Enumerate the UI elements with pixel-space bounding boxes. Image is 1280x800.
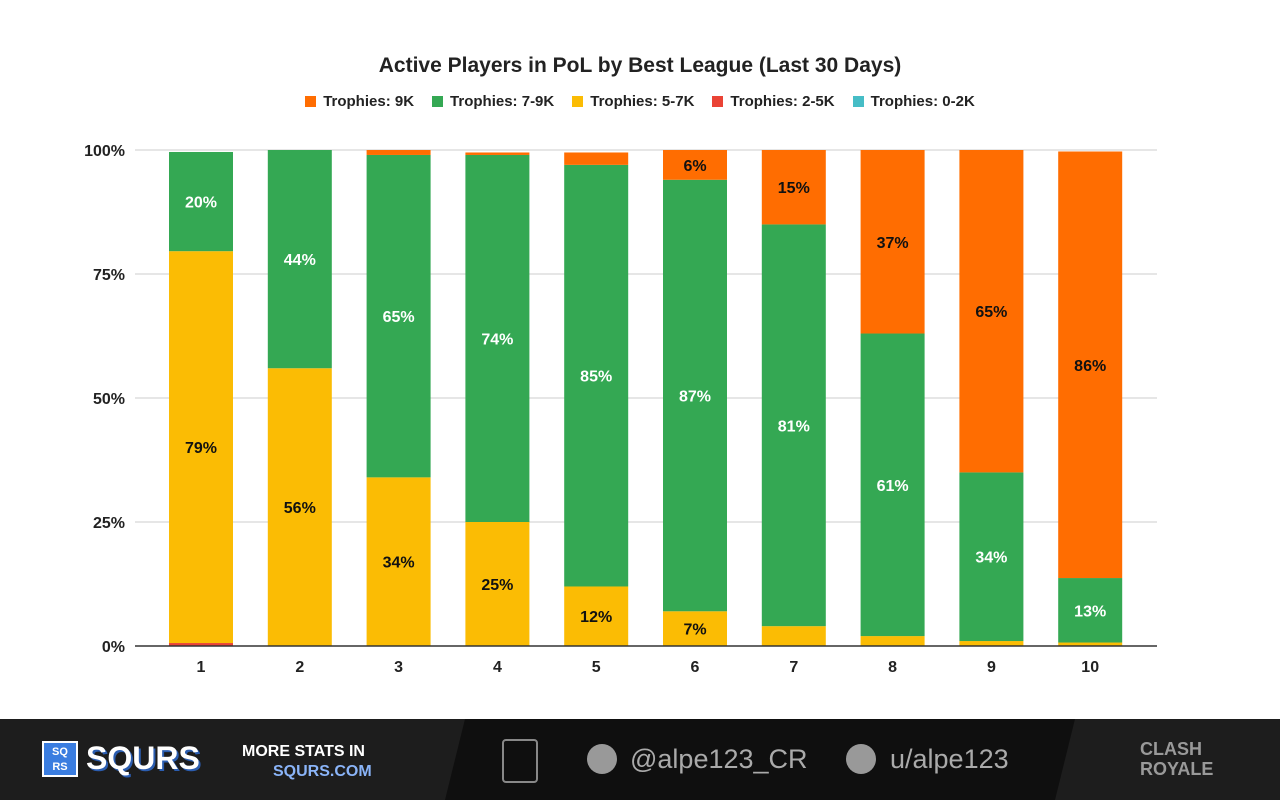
x-tick-label: 7 — [789, 659, 798, 676]
bar-segment — [465, 522, 530, 646]
legend-swatch — [852, 96, 864, 107]
y-tick-label: 50% — [93, 391, 125, 408]
data-label: 34% — [975, 550, 1007, 567]
data-label: 13% — [1074, 603, 1106, 620]
data-label: 86% — [1074, 358, 1106, 375]
chart-title: Active Players in PoL by Best League (La… — [378, 54, 902, 77]
legend-label: Trophies: 7-9K — [450, 93, 555, 110]
bar-segment — [169, 251, 233, 644]
bar-segment — [860, 150, 925, 334]
legend-swatch — [305, 96, 317, 107]
reddit-handle[interactable]: u/alpe123 — [890, 744, 1009, 774]
bar-segment — [761, 626, 826, 646]
bar-segment — [761, 150, 826, 225]
bar-segment — [663, 150, 727, 180]
data-label: 12% — [580, 609, 612, 626]
data-label: 7% — [683, 622, 706, 639]
data-label: 85% — [580, 369, 612, 386]
legend-item[interactable]: Trophies: 5-7K — [572, 93, 694, 110]
twitter-icon — [587, 744, 617, 774]
data-label: 74% — [481, 331, 513, 348]
data-label: 25% — [481, 577, 513, 594]
bar-segment — [959, 472, 1024, 642]
bar-segment — [959, 150, 1024, 473]
footer: SQ RS SQURS MORE STATS IN SQURS.COM @alp… — [0, 719, 1280, 800]
data-label: 20% — [185, 195, 217, 212]
x-tick-label: 5 — [592, 659, 601, 676]
bar-segment — [761, 224, 826, 627]
clash-royale-logo: CLASH ROYALE — [1140, 739, 1214, 779]
bar-segment — [465, 152, 530, 155]
bar-segment — [366, 150, 431, 155]
bar-segment — [169, 643, 233, 646]
legend-label: Trophies: 9K — [323, 93, 415, 110]
y-tick-label: 25% — [93, 515, 125, 532]
legend-item[interactable]: Trophies: 2-5K — [712, 93, 835, 110]
site-link[interactable]: SQURS.COM — [273, 763, 372, 780]
bar-segment — [663, 611, 727, 646]
data-label: 65% — [383, 309, 415, 326]
legend-item[interactable]: Trophies: 7-9K — [432, 93, 554, 110]
legend-item[interactable]: Trophies: 9K — [305, 93, 414, 110]
x-tick-label: 3 — [394, 659, 403, 676]
legend-swatch — [572, 96, 584, 107]
bar-segment — [860, 333, 925, 637]
data-label: 65% — [975, 304, 1007, 321]
more-stats-text: MORE STATS IN — [242, 743, 365, 760]
y-tick-label: 100% — [84, 143, 125, 160]
bar-segment — [366, 477, 431, 646]
x-tick-label: 8 — [888, 659, 897, 676]
bar-segment — [267, 150, 332, 369]
x-tick-label: 6 — [691, 659, 700, 676]
bar-segment — [663, 179, 727, 612]
x-tick-label: 2 — [295, 659, 304, 676]
legend-label: Trophies: 2-5K — [730, 93, 835, 110]
data-label: 81% — [778, 418, 810, 435]
bar-segment — [564, 164, 629, 587]
bar-segment — [465, 154, 530, 522]
data-label: 34% — [383, 555, 415, 572]
bar-segment — [1058, 151, 1123, 579]
data-label: 44% — [284, 252, 316, 269]
legend-label: Trophies: 0-2K — [870, 93, 975, 110]
x-tick-label: 10 — [1081, 659, 1099, 676]
bar-segment — [169, 151, 233, 252]
bar-segment — [267, 368, 332, 646]
data-label: 87% — [679, 389, 711, 406]
legend-swatch — [712, 96, 724, 107]
legend-item[interactable]: Trophies: 0-2K — [852, 93, 975, 110]
hexagon-logo-icon — [502, 739, 538, 783]
x-tick-label: 4 — [493, 659, 502, 676]
x-tick-label: 1 — [197, 659, 206, 676]
chart-plot: 0%25%50%75%100%79%20%156%44%234%65%325%7… — [84, 143, 1157, 676]
data-label: 61% — [877, 478, 909, 495]
bar-segment — [564, 586, 629, 646]
bar-segment — [1058, 578, 1123, 643]
squrs-logo-icon: SQ RS — [42, 741, 78, 777]
data-label: 79% — [185, 440, 217, 457]
data-label: 37% — [877, 235, 909, 252]
footer-center-panel — [445, 719, 1075, 800]
data-label: 15% — [778, 180, 810, 197]
bar-segment — [959, 641, 1024, 646]
y-tick-label: 0% — [102, 639, 125, 656]
x-tick-label: 9 — [987, 659, 996, 676]
y-tick-label: 75% — [93, 267, 125, 284]
data-label: 56% — [284, 500, 316, 517]
brand-name: SQURS — [86, 740, 200, 776]
bar-segment — [1058, 642, 1123, 646]
data-label: 6% — [683, 158, 706, 175]
bar-segment — [860, 636, 925, 646]
legend-label: Trophies: 5-7K — [590, 93, 695, 110]
twitter-handle[interactable]: @alpe123_CR — [630, 744, 808, 774]
bar-segment — [564, 152, 629, 165]
reddit-icon — [846, 744, 876, 774]
bar-segment — [366, 154, 431, 478]
legend-swatch — [432, 96, 444, 107]
legend: Trophies: 9K Trophies: 7-9K Trophies: 5-7K… — [0, 93, 1280, 110]
